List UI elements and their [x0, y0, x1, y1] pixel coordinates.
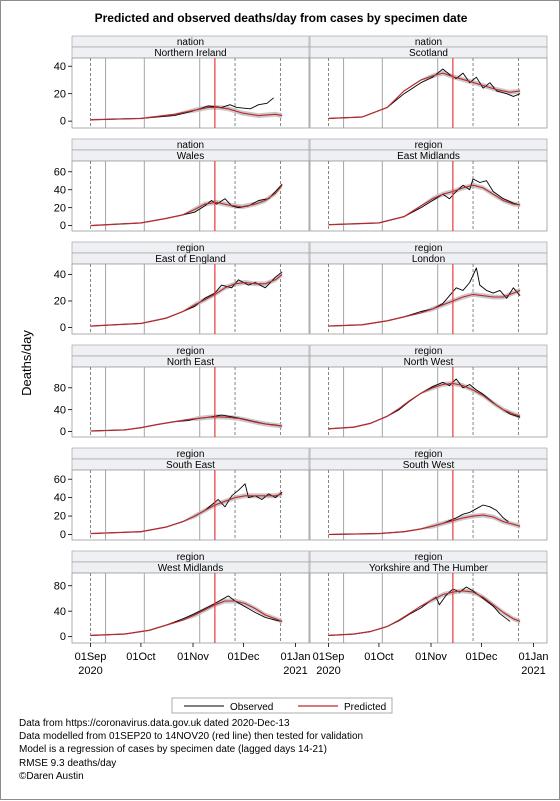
- panel-group-label: region: [177, 346, 205, 357]
- panel-frame: [71, 469, 310, 541]
- predicted-series-line: [90, 416, 283, 432]
- x-tick-label: 01Nov: [415, 651, 447, 663]
- predicted-series-line: [328, 184, 521, 226]
- predicted-series-line: [328, 72, 521, 119]
- observed-series-line: [90, 97, 274, 121]
- x-tick-label: 01Dec: [466, 651, 498, 663]
- y-tick-label: 0: [60, 220, 66, 232]
- panel-frame: [309, 160, 548, 232]
- panel-name-label: West Midlands: [158, 563, 223, 574]
- y-tick-label: 40: [54, 184, 66, 196]
- x-tick-label: 01Sep: [313, 651, 345, 663]
- legend-observed-label: Observed: [230, 702, 273, 713]
- panel-group-label: nation: [177, 37, 204, 48]
- panel-group-label: region: [415, 243, 443, 254]
- legend-box: [171, 697, 393, 714]
- footer-rmse: RMSE 9.3 deaths/day: [19, 757, 117, 769]
- panel-group-label: region: [415, 346, 443, 357]
- x-tick-year-label: 2021: [521, 665, 545, 677]
- panel-group-label: nation: [415, 37, 442, 48]
- y-tick-label: 40: [54, 404, 66, 416]
- y-tick-label: 0: [60, 631, 66, 643]
- prediction-band: [90, 272, 283, 327]
- y-tick-label: 40: [54, 269, 66, 281]
- x-tick-label: 01Nov: [177, 651, 209, 663]
- y-tick-label: 20: [54, 511, 66, 523]
- y-tick-label: 40: [54, 492, 66, 504]
- panel-group-label: region: [415, 449, 443, 460]
- y-tick-label: 40: [54, 61, 66, 73]
- predicted-series-line: [90, 106, 283, 121]
- footer-author: ©Daren Austin: [19, 770, 84, 782]
- panel-name-label: London: [412, 254, 445, 265]
- legend-predicted-label: Predicted: [344, 702, 386, 713]
- x-tick-label: 01Oct: [126, 651, 155, 663]
- x-tick-year-label: 2021: [283, 665, 307, 677]
- y-tick-label: 80: [54, 382, 66, 394]
- panel-name-label: Yorkshire and The Humber: [369, 563, 489, 574]
- panel-name-label: Wales: [177, 151, 204, 162]
- panel-frame: [309, 469, 548, 541]
- y-tick-label: 60: [54, 474, 66, 486]
- footer-model-description: Model is a regression of cases by specim…: [19, 744, 327, 756]
- y-tick-label: 20: [54, 296, 66, 308]
- chart-title: Predicted and observed deaths/day from c…: [95, 11, 468, 25]
- predicted-series-line: [328, 514, 521, 536]
- panel-group-label: region: [415, 140, 443, 151]
- panel-group-label: region: [177, 552, 205, 563]
- panel-frame: [71, 263, 310, 335]
- y-tick-label: 60: [54, 166, 66, 178]
- panel-frame: [71, 57, 310, 129]
- x-tick-year-label: 2020: [316, 665, 340, 677]
- panel-name-label: East Midlands: [397, 151, 460, 162]
- y-tick-label: 20: [54, 88, 66, 100]
- prediction-band: [328, 512, 521, 536]
- y-tick-label: 0: [60, 322, 66, 334]
- observed-series-line: [328, 68, 521, 119]
- y-tick-label: 80: [54, 580, 66, 592]
- panel-name-label: Northern Ireland: [154, 48, 226, 59]
- predicted-series-line: [328, 590, 521, 636]
- panel-name-label: Scotland: [409, 48, 448, 59]
- predicted-series-line: [328, 382, 521, 430]
- panel-name-label: North East: [167, 357, 214, 368]
- panel-frame: [309, 572, 548, 644]
- prediction-band: [328, 381, 521, 430]
- predicted-series-line: [90, 184, 283, 227]
- predicted-series-line: [90, 274, 283, 327]
- panel-name-label: South East: [166, 460, 215, 471]
- x-tick-year-label: 2020: [78, 665, 102, 677]
- panel-group-label: region: [177, 449, 205, 460]
- y-axis-label: Deaths/day: [19, 330, 34, 396]
- y-tick-label: 0: [60, 529, 66, 541]
- panel-name-label: North West: [404, 357, 454, 368]
- footer-notes: Data from https://coronavirus.data.gov.u…: [19, 717, 363, 783]
- y-tick-label: 0: [60, 116, 66, 128]
- footer-model-period: Data modelled from 01SEP20 to 14NOV20 (r…: [19, 731, 364, 743]
- prediction-band: [328, 70, 521, 120]
- panel-group-label: region: [415, 552, 443, 563]
- panel-group-label: region: [177, 243, 205, 254]
- x-tick-label: 01Jan: [281, 651, 311, 663]
- footer-source: Data from https://coronavirus.data.gov.u…: [19, 718, 290, 729]
- x-tick-label: 01Oct: [364, 651, 393, 663]
- prediction-band: [90, 414, 283, 432]
- y-tick-label: 0: [60, 426, 66, 438]
- x-tick-label: 01Dec: [228, 651, 260, 663]
- panel-frame: [309, 366, 548, 438]
- y-tick-label: 20: [54, 202, 66, 214]
- panel-name-label: South West: [403, 460, 455, 471]
- y-tick-label: 40: [54, 606, 66, 618]
- x-tick-label: 01Jan: [519, 651, 549, 663]
- x-tick-label: 01Sep: [75, 651, 107, 663]
- panel-name-label: East of England: [155, 254, 226, 265]
- predicted-series-line: [90, 493, 283, 535]
- panel-frame: [71, 572, 310, 644]
- observed-series-line: [328, 178, 521, 226]
- panel-frame: [309, 263, 548, 335]
- panel-group-label: nation: [177, 140, 204, 151]
- prediction-band: [90, 182, 283, 227]
